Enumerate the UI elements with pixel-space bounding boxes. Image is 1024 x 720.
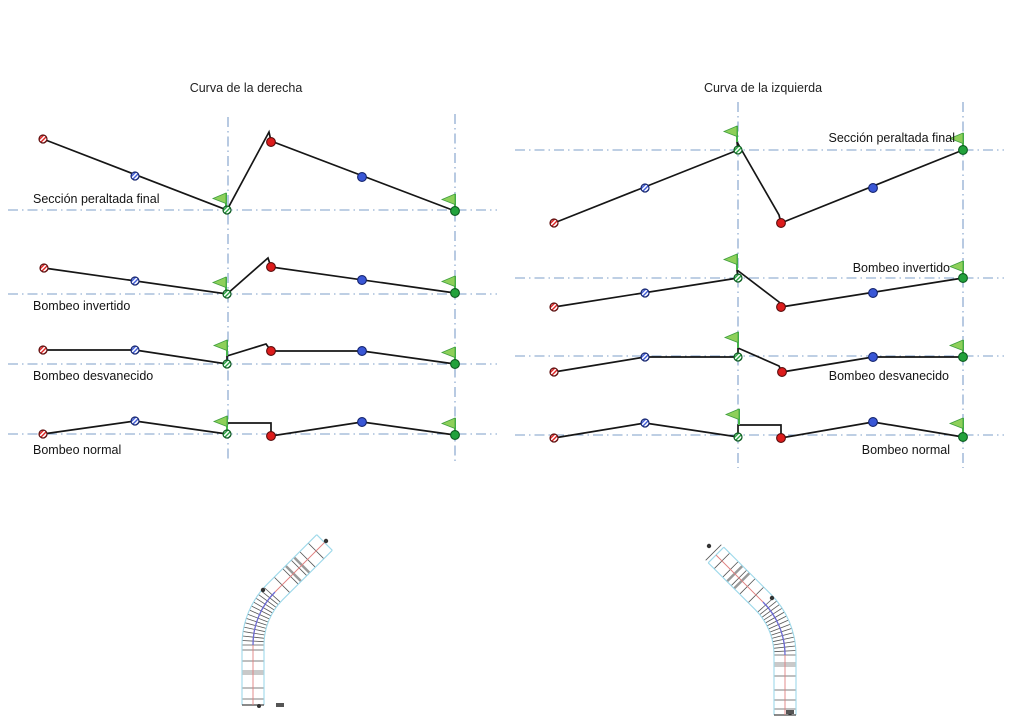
road-edge-outer <box>241 534 318 705</box>
curve-overlay <box>762 601 786 656</box>
point-blue-solid <box>868 288 878 298</box>
station-ticks <box>242 542 325 700</box>
point-blue-solid <box>868 352 878 362</box>
flag-icon <box>724 331 739 349</box>
point-blue-solid <box>357 172 367 182</box>
label-left-bombeo-normal: Bombeo normal <box>33 443 122 457</box>
flag-icon <box>725 408 740 426</box>
flag-icon <box>213 339 228 357</box>
superelevation-profiles <box>42 129 964 440</box>
point-blue-solid <box>357 417 367 427</box>
label-right-bombeo-desvanecido: Bombeo desvanecido <box>828 369 949 383</box>
station-marker <box>260 587 266 593</box>
station-marker <box>769 595 775 601</box>
station-marker <box>786 710 794 714</box>
point-blue-solid <box>357 275 367 285</box>
profile-left-bombeo-desvanecido <box>43 343 456 365</box>
point-green-solid <box>958 145 968 155</box>
road-edge-inner <box>263 549 333 705</box>
point-red-solid <box>266 137 276 147</box>
point-red-hatched <box>549 218 559 228</box>
point-green-hatched <box>222 429 232 439</box>
point-blue-solid <box>868 417 878 427</box>
profile-right-bombeo-invertido <box>553 268 964 308</box>
label-right-bombeo-invertido: Bombeo invertido <box>852 261 950 275</box>
station-marker <box>706 543 712 549</box>
point-green-hatched <box>733 145 743 155</box>
point-green-solid <box>958 273 968 283</box>
profile-right-bombeo-desvanecido <box>553 346 963 373</box>
point-blue-hatched <box>640 288 650 298</box>
profile-left-bombeo-normal <box>42 420 456 437</box>
point-red-hatched <box>549 367 559 377</box>
curve-overlay <box>252 591 276 646</box>
profile-left-bombeo-invertido <box>43 256 456 295</box>
left-diagram-title: Curva de la derecha <box>189 81 303 95</box>
point-red-solid <box>266 262 276 272</box>
point-green-solid <box>450 206 460 216</box>
point-blue-solid <box>868 183 878 193</box>
point-blue-solid <box>357 346 367 356</box>
point-red-solid <box>777 367 787 377</box>
station-flags <box>212 125 964 435</box>
station-ticks <box>705 544 796 710</box>
label-left-seccion-peraltada: Sección peraltada final <box>33 192 160 206</box>
point-green-solid <box>958 352 968 362</box>
point-red-hatched <box>549 302 559 312</box>
point-red-solid <box>266 431 276 441</box>
point-red-hatched <box>38 134 48 144</box>
point-blue-hatched <box>130 276 140 286</box>
point-red-hatched <box>549 433 559 443</box>
point-blue-hatched <box>640 352 650 362</box>
flag-icon <box>723 125 738 143</box>
point-green-hatched <box>222 205 232 215</box>
point-blue-hatched <box>640 418 650 428</box>
point-red-solid <box>266 346 276 356</box>
point-green-hatched <box>222 359 232 369</box>
point-blue-hatched <box>130 171 140 181</box>
point-red-solid <box>776 218 786 228</box>
flag-icon <box>213 415 228 433</box>
road-plan-left <box>241 534 333 708</box>
station-marker <box>276 703 284 707</box>
profile-left-seccion-peraltada <box>42 129 456 212</box>
road-edge-outer <box>723 546 797 715</box>
point-green-solid <box>450 359 460 369</box>
profile-points <box>38 134 968 443</box>
label-left-bombeo-desvanecido: Bombeo desvanecido <box>33 369 154 383</box>
right-diagram-title: Curva de la izquierda <box>703 81 823 95</box>
point-red-hatched <box>38 429 48 439</box>
point-red-solid <box>776 302 786 312</box>
guide-lines <box>8 102 1004 468</box>
profile-right-seccion-peraltada <box>553 141 964 225</box>
point-green-solid <box>450 430 460 440</box>
point-red-hatched <box>38 345 48 355</box>
point-green-hatched <box>733 432 743 442</box>
point-red-solid <box>776 433 786 443</box>
point-green-hatched <box>222 289 232 299</box>
road-plan-right <box>705 543 797 716</box>
station-marker <box>323 538 329 544</box>
road-centerline <box>715 554 786 715</box>
label-right-bombeo-normal: Bombeo normal <box>861 443 950 457</box>
station-marker <box>257 704 261 708</box>
point-green-solid <box>450 288 460 298</box>
flag-icon <box>723 253 738 271</box>
point-green-solid <box>958 432 968 442</box>
flag-icon <box>949 417 964 435</box>
point-blue-hatched <box>130 345 140 355</box>
profile-right-bombeo-normal <box>553 421 964 440</box>
point-blue-hatched <box>640 183 650 193</box>
point-red-hatched <box>39 263 49 273</box>
point-green-hatched <box>733 352 743 362</box>
point-green-hatched <box>733 273 743 283</box>
label-right-seccion-peraltada: Sección peraltada final <box>828 131 955 145</box>
road-edge-inner <box>707 562 775 715</box>
point-blue-hatched <box>130 416 140 426</box>
label-left-bombeo-invertido: Bombeo invertido <box>33 299 131 313</box>
